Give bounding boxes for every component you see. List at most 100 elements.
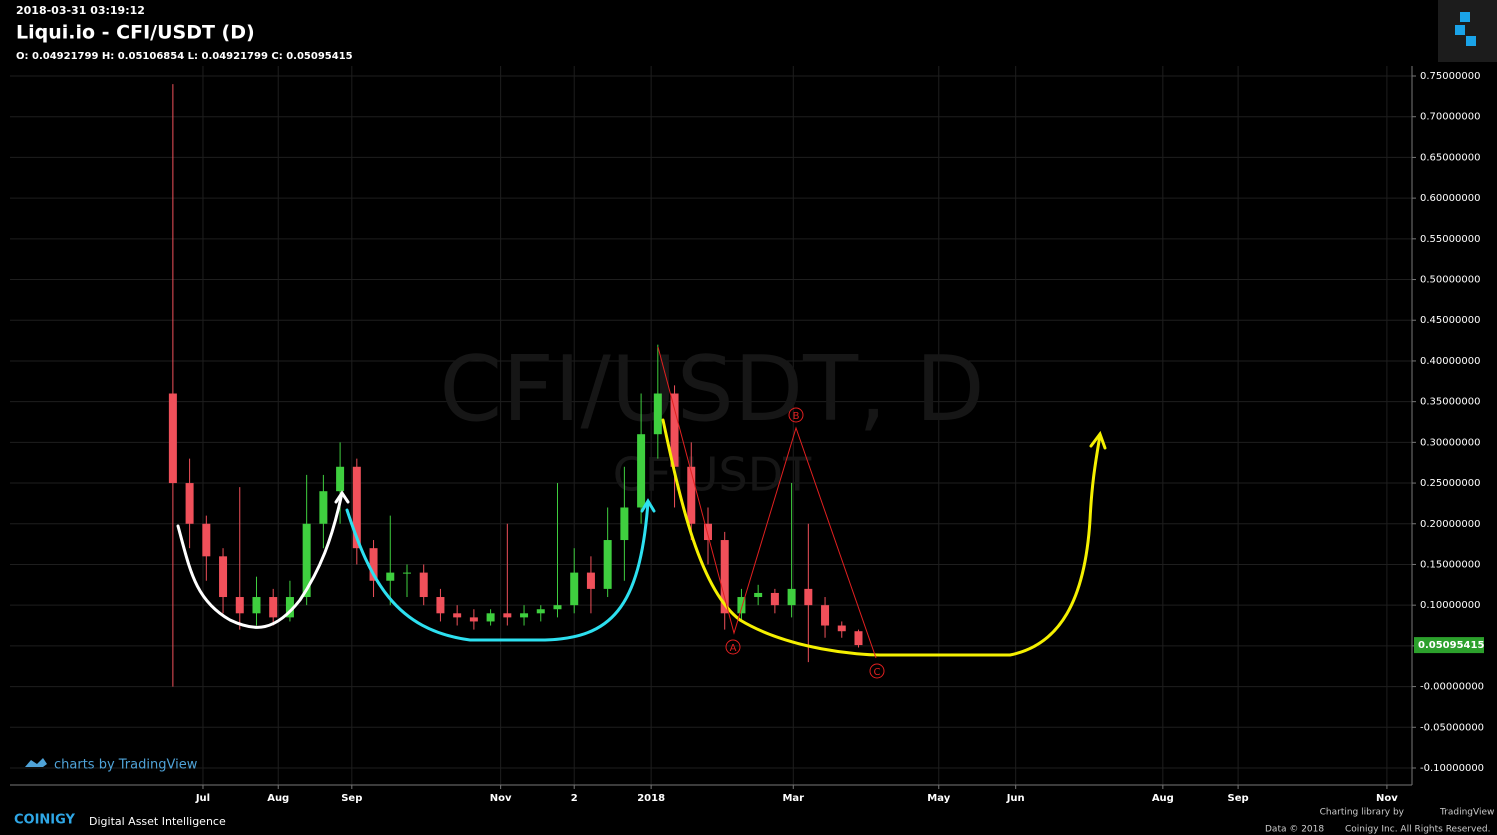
candle-body [185,483,194,524]
x-tick-label: Jul [195,793,210,804]
wave-label: A [730,643,737,654]
rights: Coinigy Inc. All Rights Reserved. [1345,825,1490,835]
drawing-white [176,491,344,629]
candle-body [319,491,328,524]
x-tick-label: Aug [267,793,289,804]
last-price-box [1414,637,1484,654]
drawing-yellow [661,418,1102,657]
x-tick-label: Nov [490,793,512,804]
y-tick-label: -0.10000000 [1420,763,1484,774]
drawings [176,418,1107,657]
candle-body [419,572,428,598]
logo [1455,12,1476,46]
candle-body [821,605,830,626]
ohlc: O: 0.04921799 H: 0.05106854 L: 0.0492179… [16,51,353,62]
drawing-arrow [1089,430,1107,450]
wave-marker [869,663,885,679]
candle-body [754,592,763,598]
candle-body [687,466,696,524]
data-credit: Data © 2018 [1265,825,1324,835]
candle-body [586,572,595,589]
watermark-sub: CFIUSDT [613,448,812,502]
y-tick-label: 0.65000000 [1420,152,1480,163]
y-tick-label: 0.20000000 [1420,519,1480,530]
candle-body [603,540,612,589]
candle-body [503,613,512,618]
y-tick-label: 0.70000000 [1420,112,1480,123]
brand: charts by TradingView [54,758,198,773]
candle-body [837,625,846,632]
candle-body [670,393,679,467]
candle-body [235,597,244,614]
x-tick-label: Jun [1006,793,1025,804]
candle-body [369,548,378,581]
candle-body [703,523,712,541]
tv-icon [25,758,47,767]
candle-body [352,466,361,549]
candle-body [252,597,261,614]
x-tick-label: 2 [571,793,578,804]
candle-body [854,631,863,646]
y-tick-label: 0.35000000 [1420,397,1480,408]
wave-marker [725,639,741,655]
candle-body [620,507,629,541]
candle-body [787,588,796,606]
candle-body [302,523,311,598]
candle-body [453,613,462,618]
candle-body [720,540,729,614]
y-tick-label: 0.50000000 [1420,275,1480,286]
wave-marker [788,407,804,423]
coinigy-logo: COINIGY [14,813,76,828]
candle-body [653,393,662,435]
x-tick-label: May [927,793,950,804]
candle-body [804,588,813,606]
candle-body [553,605,562,610]
title: Liqui.io - CFI/USDT (D) [16,22,255,44]
candle-body [219,556,228,598]
watermark: CFI/USDT, D [439,337,984,442]
candle-body [770,592,779,606]
y-tick-label: 0.10000000 [1420,600,1480,611]
y-tick-label: 0.55000000 [1420,234,1480,245]
candle-body [520,613,529,618]
candle-body [285,597,294,618]
candle-body [269,597,278,618]
wave-label: C [874,667,881,678]
x-tick-label: 2018 [637,793,665,804]
last-price-label: 0.05095415 [1418,640,1484,651]
candle-body [536,609,545,614]
candle-body [570,572,579,606]
timestamp: 2018-03-31 03:19:12 [16,4,145,17]
logo-box [1438,0,1497,62]
x-tick-label: Mar [782,793,804,804]
abc-pattern [657,346,877,659]
drawing-cyan [345,500,650,642]
candle-body [402,572,411,574]
candle-body [168,393,177,484]
y-tick-label: 0.40000000 [1420,356,1480,367]
x-tick-label: Nov [1376,793,1398,804]
library-name: TradingView [1439,808,1494,818]
candle-body [469,617,478,622]
y-tick-label: 0.15000000 [1420,559,1480,570]
library: Charting library by [1320,808,1405,818]
candle-body [336,466,345,492]
drawing-arrow [334,490,350,504]
candle-body [486,613,495,622]
y-tick-label: 0.30000000 [1420,437,1480,448]
drawing-arrow [640,498,656,513]
y-tick-label: -0.05000000 [1420,722,1484,733]
x-tick-label: Sep [341,793,362,804]
wave-label: B [793,411,800,422]
candle-body [436,597,445,614]
candle-body [637,434,646,508]
candle-body [386,572,395,581]
x-tick-label: Aug [1152,793,1174,804]
y-tick-label: 0.75000000 [1420,71,1480,82]
y-tick-label: 0.45000000 [1420,315,1480,326]
y-tick-label: 0.25000000 [1420,478,1480,489]
tagline: Digital Asset Intelligence [89,815,226,828]
y-tick-label: -0.00000000 [1420,682,1484,693]
